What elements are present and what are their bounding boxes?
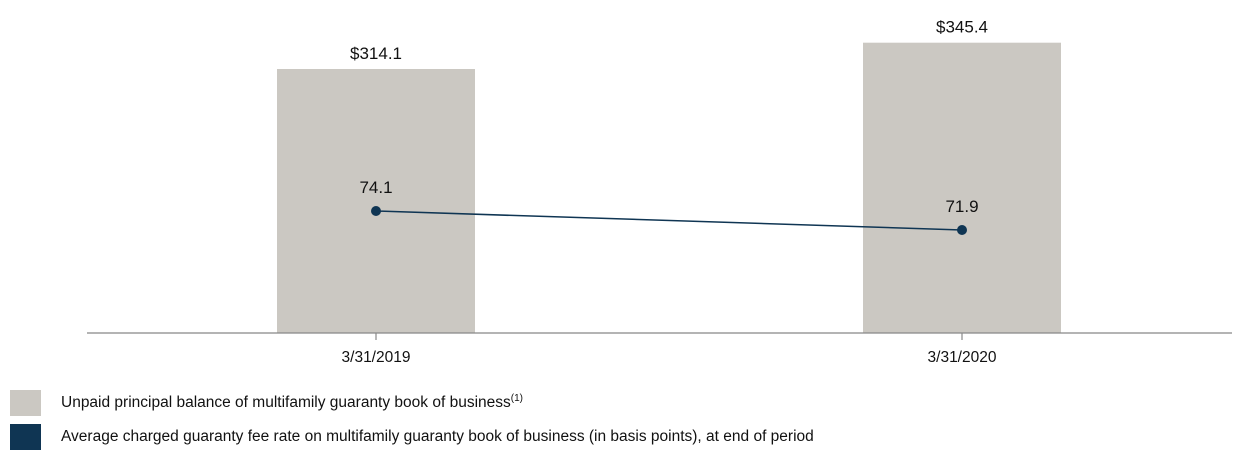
bar-value-label-1: $345.4	[936, 18, 988, 37]
line-value-label-1: 71.9	[945, 197, 978, 216]
line-value-label-0: 74.1	[359, 178, 392, 197]
legend-label-bar: Unpaid principal balance of multifamily …	[61, 393, 523, 412]
legend-item-bar: Unpaid principal balance of multifamily …	[10, 390, 523, 416]
ticks-layer	[375, 333, 963, 340]
x-tick-label-0: 3/31/2019	[342, 349, 411, 366]
labels-layer: $314.1 3/31/2019 $345.4 3/31/2020 74.1 71.9	[342, 18, 997, 366]
line-point-0	[371, 206, 381, 216]
fee-rate-line	[375, 210, 963, 231]
legend-label-line: Average charged guaranty fee rate on mul…	[61, 428, 814, 445]
legend-swatch-bar	[10, 390, 41, 416]
x-tick-label-1: 3/31/2020	[928, 349, 997, 366]
legend-item-line: Average charged guaranty fee rate on mul…	[10, 424, 814, 450]
bar-1	[863, 42, 1061, 334]
bar-0	[277, 69, 475, 333]
line-point-1	[957, 225, 967, 235]
bars-layer	[277, 42, 1061, 334]
bar-value-label-0: $314.1	[350, 44, 402, 63]
legend-swatch-line	[10, 424, 41, 450]
line-layer	[371, 206, 967, 235]
